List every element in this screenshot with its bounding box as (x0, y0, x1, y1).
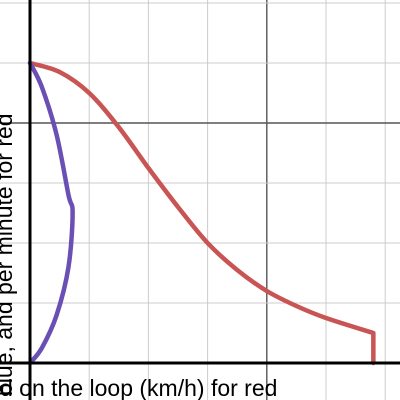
series-red-line (27, 60, 376, 366)
x-axis-label: d on the loop (km/h) for red (0, 375, 277, 400)
series-group (27, 60, 376, 366)
series-blue-line (27, 60, 75, 366)
y-axis-label: blue, and per minute for red (0, 113, 17, 396)
